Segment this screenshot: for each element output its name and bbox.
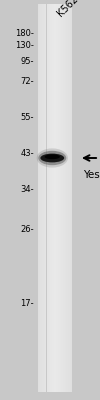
Bar [43, 4, 44, 392]
Text: 180-: 180- [15, 30, 34, 38]
Bar [64, 4, 65, 392]
Bar [56, 4, 57, 392]
Bar [45, 4, 46, 392]
Bar [59, 4, 60, 392]
Bar [44, 4, 45, 392]
Text: K562: K562 [56, 0, 80, 18]
Bar [42, 4, 43, 392]
Text: 17-: 17- [20, 300, 34, 308]
Bar [57, 4, 58, 392]
Text: 72-: 72- [20, 78, 34, 86]
Bar [63, 4, 64, 392]
Bar [54, 4, 55, 392]
Ellipse shape [37, 148, 68, 168]
Bar [40, 4, 41, 392]
Ellipse shape [38, 151, 66, 165]
Bar [51, 4, 52, 392]
Bar [60, 4, 61, 392]
Bar [65, 4, 66, 392]
Text: 55-: 55- [20, 114, 34, 122]
Text: 43-: 43- [20, 150, 34, 158]
Bar [41, 4, 42, 392]
Bar [61, 4, 62, 392]
Text: 34-: 34- [20, 186, 34, 194]
Text: Yes: Yes [83, 170, 100, 180]
Bar [49, 4, 50, 392]
Bar [66, 4, 67, 392]
Bar [67, 4, 68, 392]
Bar [39, 4, 40, 392]
Bar [58, 4, 59, 392]
Bar [48, 4, 49, 392]
Bar [50, 4, 51, 392]
Bar [38, 4, 39, 392]
Bar [62, 4, 63, 392]
Text: 95-: 95- [20, 58, 34, 66]
Ellipse shape [40, 154, 64, 162]
Bar [55, 4, 56, 392]
Bar [46, 4, 47, 392]
Text: 130-: 130- [15, 42, 34, 50]
Bar [68, 4, 69, 392]
Ellipse shape [45, 154, 60, 159]
Bar [70, 4, 71, 392]
Bar [53, 4, 54, 392]
Text: 26-: 26- [20, 226, 34, 234]
Bar [69, 4, 70, 392]
Bar [71, 4, 72, 392]
Bar [47, 4, 48, 392]
Bar [52, 4, 53, 392]
